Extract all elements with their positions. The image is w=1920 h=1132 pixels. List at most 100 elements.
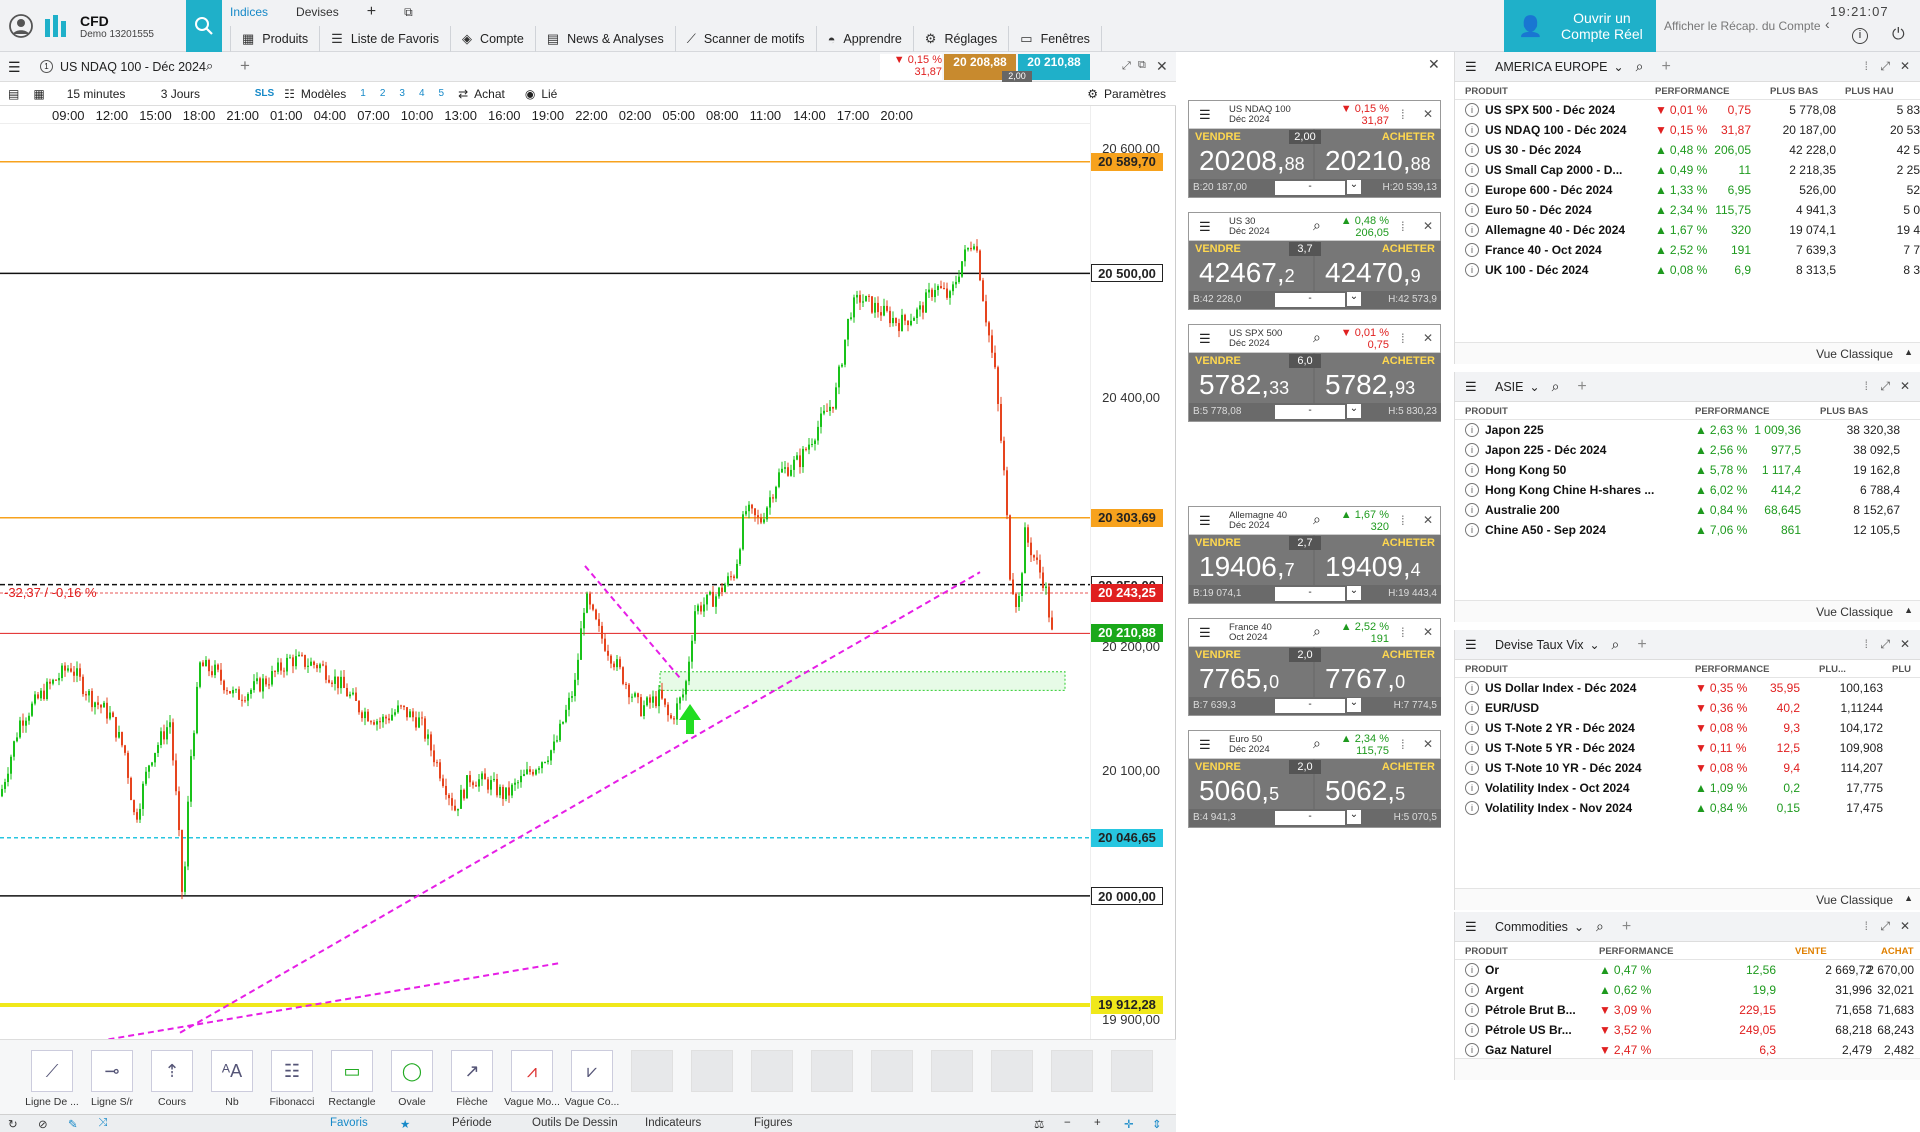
sell-button[interactable]: VENDRE 19406,7 (1189, 535, 1313, 585)
layout-4-button[interactable]: 4 (418, 88, 425, 99)
add-icon[interactable]: + (1637, 635, 1647, 653)
refresh-icon[interactable]: ↻ (8, 1119, 18, 1131)
info-icon[interactable]: i (1465, 983, 1479, 997)
info-icon[interactable]: i (1465, 1043, 1479, 1057)
info-icon[interactable]: i (1465, 721, 1479, 735)
table-row[interactable]: i US Small Cap 2000 - D... ▲ 0,49 % 11 2 218,… (1455, 160, 1920, 180)
zoom-icon[interactable]: ⌕ (1551, 378, 1560, 394)
zoom-out-icon[interactable]: − (1064, 1117, 1071, 1129)
chevron-down-icon[interactable]: ⌄ (1589, 637, 1600, 652)
tab-favoris[interactable]: Favoris (330, 1117, 368, 1129)
menu-produits[interactable]: ▦ Produits (230, 26, 319, 52)
menu-icon[interactable]: ☰ (1465, 919, 1477, 934)
table-row[interactable]: i Gaz Naturel ▼ 2,47 % 6,3 2,479 2,482 (1455, 1040, 1920, 1060)
chevron-down-icon[interactable]: ⌄ (1347, 292, 1361, 306)
drag-icon[interactable]: ⁞ (1401, 737, 1405, 752)
info-icon[interactable]: i (1465, 163, 1479, 177)
collapse-icon[interactable]: ▲ (1904, 893, 1913, 903)
tool-slot-empty[interactable] (742, 1050, 802, 1092)
price-chart[interactable]: -32,37 / -0,16 % (0, 124, 1090, 1039)
table-row[interactable]: i Hong Kong 50 ▲ 5,78 % 1 117,4 19 162,8 (1455, 460, 1920, 480)
add-icon[interactable]: + (1577, 377, 1587, 395)
chevron-down-icon[interactable]: ⌄ (1613, 59, 1624, 74)
drag-icon[interactable]: ⁞ (1864, 59, 1868, 73)
search-button[interactable] (186, 0, 222, 52)
column-header[interactable]: PLUS HAU (1845, 86, 1894, 97)
search-icon[interactable]: ⌕ (1313, 329, 1321, 345)
column-header[interactable]: PLU... (1819, 664, 1846, 675)
user-icon[interactable] (8, 13, 34, 39)
table-row[interactable]: i Volatility Index - Nov 2024 ▲ 0,84 % 0,15 1… (1455, 798, 1920, 818)
mini-ticket-name[interactable]: US NDAQ 100 Déc 2024 (1229, 105, 1307, 125)
menu-icon[interactable]: ☰ (1199, 513, 1211, 528)
close-icon[interactable]: ✕ (1423, 625, 1434, 639)
chevron-down-icon[interactable]: ⌄ (1347, 810, 1361, 824)
table-row[interactable]: i US T-Note 2 YR - Déc 2024 ▼ 0,08 % 9,3 104,… (1455, 718, 1920, 738)
tab-periode[interactable]: Période (452, 1117, 492, 1129)
tab-figures[interactable]: Figures (754, 1117, 793, 1129)
mini-ticket-name[interactable]: Allemagne 40 Déc 2024 (1229, 511, 1307, 531)
table-row[interactable]: i US Dollar Index - Déc 2024 ▼ 0,35 % 35,95 1… (1455, 678, 1920, 698)
menu-apprendre[interactable]: ◓ Apprendre (815, 26, 913, 52)
quantity-field[interactable]: - (1275, 293, 1345, 307)
collapse-icon[interactable]: ‹ (1825, 16, 1830, 32)
layout-5-button[interactable]: 5 (438, 88, 445, 99)
tool-oval[interactable]: ◯ Ovale (382, 1050, 442, 1108)
table-row[interactable]: i Pétrole US Br... ▼ 3,52 % 249,05 68,218 68,2… (1455, 1020, 1920, 1040)
linked-button[interactable]: ◉ Lié (524, 86, 558, 101)
menu-icon[interactable]: ☰ (1465, 59, 1477, 74)
table-row[interactable]: i Pétrole Brut B... ▼ 3,09 % 229,15 71,658 71,… (1455, 1000, 1920, 1020)
mini-ticket-name[interactable]: US SPX 500 Déc 2024 (1229, 329, 1307, 349)
column-header[interactable]: ACHAT (1881, 946, 1914, 957)
power-icon[interactable]: ⏻ (1892, 26, 1905, 43)
info-icon[interactable]: i (1465, 123, 1479, 137)
watchlist-title[interactable]: Commodities (1495, 919, 1568, 934)
layout-3-button[interactable]: 3 (399, 88, 405, 99)
tool-fibonacci[interactable]: ☷ Fibonacci (262, 1050, 322, 1108)
drag-icon[interactable]: ⁞ (1401, 107, 1405, 122)
drag-icon[interactable]: ⁞ (1864, 637, 1868, 651)
info-icon[interactable]: i (1465, 223, 1479, 237)
menu-icon[interactable]: ☰ (1199, 737, 1211, 752)
layout-2-button[interactable]: 2 (379, 88, 386, 99)
level-label-orange-top[interactable]: 20 589,70 (1091, 152, 1163, 171)
menu-favoris[interactable]: ☰ Liste de Favoris (319, 26, 450, 52)
achat-button[interactable]: ⇄ Achat (458, 86, 505, 101)
menu-icon[interactable]: ☰ (1465, 379, 1477, 394)
tab-outils-dessin[interactable]: Outils De Dessin (532, 1117, 618, 1129)
close-icon[interactable]: ✕ (1423, 219, 1434, 233)
tool-slot-empty[interactable] (622, 1050, 682, 1092)
menu-news[interactable]: ▤ News & Analyses (534, 26, 675, 52)
popout-icon[interactable]: ⤢ (1122, 60, 1131, 72)
menu-icon[interactable]: ☰ (8, 59, 21, 75)
star-icon[interactable]: ★ (400, 1119, 411, 1131)
info-icon[interactable]: i (1465, 183, 1479, 197)
close-icon[interactable]: ✕ (1899, 59, 1910, 73)
info-icon[interactable]: i (1465, 423, 1479, 437)
column-header[interactable]: PLU (1892, 664, 1911, 675)
adjust-icon[interactable]: ⚖ (1034, 1119, 1045, 1131)
column-header[interactable]: VENTE (1795, 946, 1827, 957)
expand-icon[interactable]: ⤢ (1880, 59, 1890, 73)
green-zone[interactable] (659, 671, 1066, 691)
level-label-orange-mid[interactable]: 20 303,69 (1091, 508, 1163, 527)
table-row[interactable]: i Japon 225 - Déc 2024 ▲ 2,56 % 977,5 38 092,… (1455, 440, 1920, 460)
search-icon[interactable]: ⌕ (1313, 735, 1321, 751)
add-icon[interactable]: + (1661, 57, 1671, 75)
tool-slot-empty[interactable] (682, 1050, 742, 1092)
table-row[interactable]: i Europe 600 - Déc 2024 ▲ 1,33 % 6,95 526,00 5… (1455, 180, 1920, 200)
info-icon[interactable]: i (1465, 523, 1479, 537)
buy-button[interactable]: ACHETER 20210,88 (1315, 129, 1441, 179)
quantity-field[interactable]: - (1275, 699, 1345, 713)
buy-button[interactable]: ACHETER 5782,93 (1315, 353, 1441, 403)
menu-fenetres[interactable]: ▭ Fenêtres (1008, 26, 1102, 52)
column-header[interactable]: PLUS BAS (1770, 86, 1819, 97)
table-row[interactable]: i US T-Note 5 YR - Déc 2024 ▼ 0,11 % 12,5 109… (1455, 738, 1920, 758)
pencil-icon[interactable]: ✎ (68, 1119, 78, 1131)
info-icon[interactable]: i (1465, 681, 1479, 695)
tool-text[interactable]: ᴬA Nb (202, 1050, 262, 1108)
info-icon[interactable]: i (1465, 483, 1479, 497)
classic-view-link[interactable]: Vue Classique (1816, 347, 1893, 361)
layout-icon[interactable]: ▦ (33, 86, 45, 101)
